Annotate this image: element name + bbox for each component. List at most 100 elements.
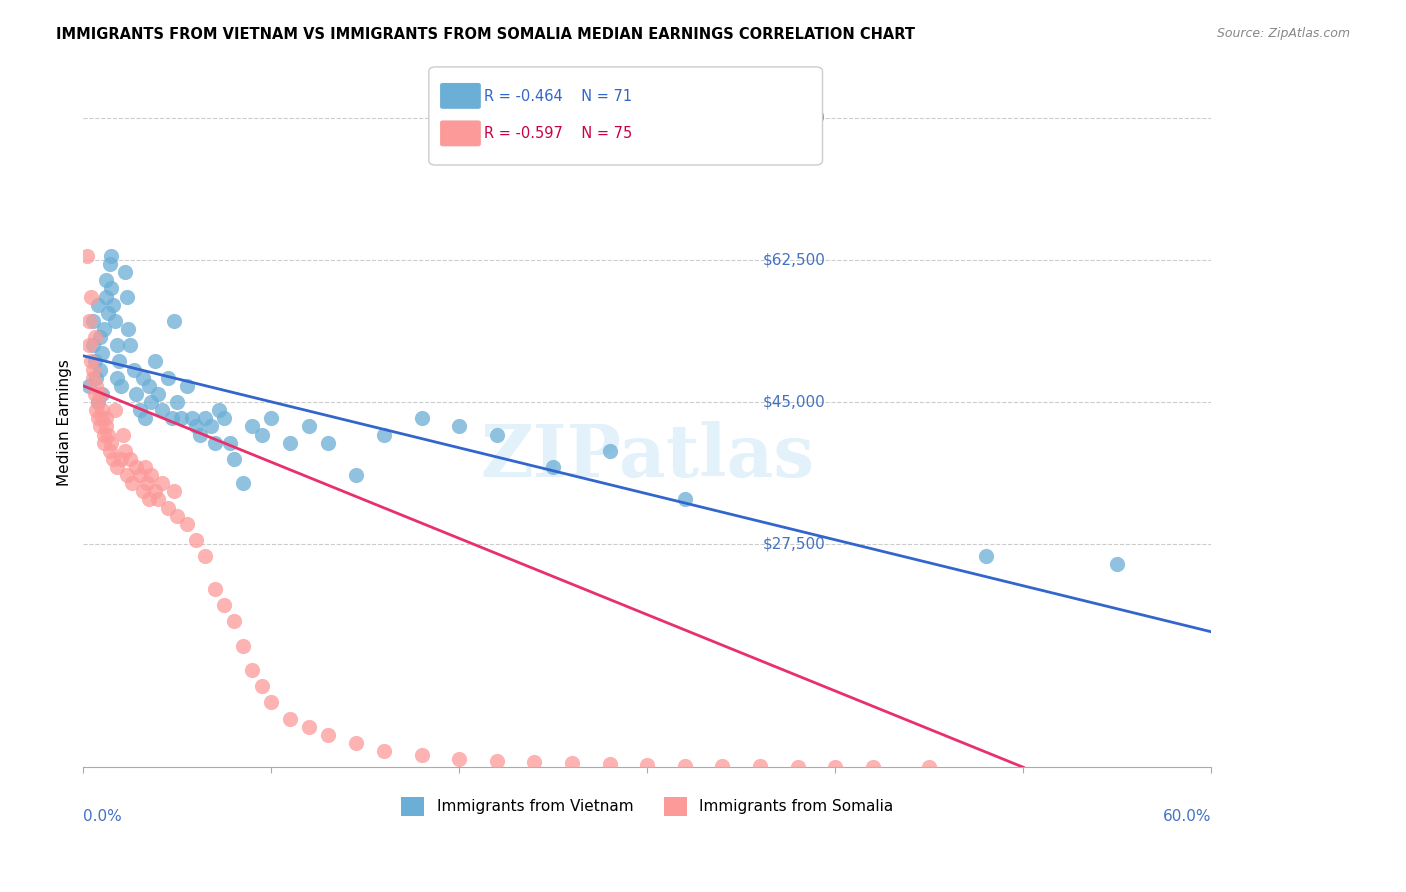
Point <box>278 435 301 450</box>
Point <box>86 403 108 417</box>
Point <box>104 314 127 328</box>
Point <box>82 362 104 376</box>
Text: R = -0.597    N = 75: R = -0.597 N = 75 <box>484 127 631 141</box>
Point <box>599 443 621 458</box>
Point <box>166 508 188 523</box>
Point <box>636 757 658 772</box>
Point <box>184 533 207 547</box>
Point <box>98 257 121 271</box>
Point <box>918 760 941 774</box>
Point <box>125 460 148 475</box>
Point <box>160 411 183 425</box>
Point <box>200 419 222 434</box>
Point <box>83 330 105 344</box>
Point <box>162 314 184 328</box>
Point <box>136 476 159 491</box>
Point <box>103 298 125 312</box>
Legend: Immigrants from Vietnam, Immigrants from Somalia: Immigrants from Vietnam, Immigrants from… <box>395 791 900 822</box>
Point <box>711 759 734 773</box>
Point <box>89 330 111 344</box>
Point <box>139 468 162 483</box>
Point <box>214 598 236 612</box>
Point <box>974 549 997 564</box>
Point <box>87 395 110 409</box>
Point <box>194 549 217 564</box>
Point <box>143 354 166 368</box>
Point <box>176 516 198 531</box>
Point <box>219 435 242 450</box>
Point <box>87 411 110 425</box>
Point <box>139 395 162 409</box>
Point <box>115 468 138 483</box>
Point <box>208 403 231 417</box>
Point <box>91 403 114 417</box>
Text: $80,000: $80,000 <box>762 111 825 126</box>
Point <box>110 451 132 466</box>
Text: 0.0%: 0.0% <box>83 809 122 823</box>
Text: R = -0.464    N = 71: R = -0.464 N = 71 <box>484 89 631 103</box>
Point <box>93 435 115 450</box>
Point <box>232 639 254 653</box>
Text: $62,500: $62,500 <box>762 252 825 268</box>
Point <box>89 419 111 434</box>
Point <box>89 387 111 401</box>
Point <box>138 379 160 393</box>
Point <box>132 370 155 384</box>
Point <box>98 443 121 458</box>
Point <box>204 435 226 450</box>
Point <box>485 427 508 442</box>
Point <box>121 476 143 491</box>
Text: 60.0%: 60.0% <box>1163 809 1212 823</box>
Point <box>122 362 145 376</box>
Point <box>110 379 132 393</box>
Point <box>373 744 395 758</box>
Point <box>86 379 108 393</box>
Point <box>181 411 204 425</box>
Point <box>786 759 808 773</box>
Point <box>673 492 696 507</box>
Point <box>115 289 138 303</box>
Point <box>117 322 139 336</box>
Point <box>523 756 546 770</box>
Point <box>128 468 150 483</box>
Point <box>242 663 264 677</box>
Point <box>278 712 301 726</box>
Point <box>77 338 100 352</box>
Point <box>194 411 217 425</box>
Point <box>543 460 565 475</box>
Point <box>114 443 136 458</box>
Text: ZIPatlas: ZIPatlas <box>481 421 814 492</box>
Point <box>298 419 321 434</box>
Point <box>114 265 136 279</box>
Point <box>673 758 696 772</box>
Point <box>128 403 150 417</box>
Point <box>449 419 471 434</box>
Point <box>170 411 193 425</box>
Point <box>599 757 621 772</box>
Point <box>80 289 103 303</box>
Point <box>97 427 120 442</box>
Point <box>77 379 100 393</box>
Point <box>250 427 273 442</box>
Text: $27,500: $27,500 <box>762 537 825 551</box>
Point <box>111 427 134 442</box>
Point <box>148 387 170 401</box>
Point <box>87 395 110 409</box>
Point <box>93 427 115 442</box>
Point <box>411 411 433 425</box>
Point <box>214 411 236 425</box>
Point <box>94 419 117 434</box>
Text: IMMIGRANTS FROM VIETNAM VS IMMIGRANTS FROM SOMALIA MEDIAN EARNINGS CORRELATION C: IMMIGRANTS FROM VIETNAM VS IMMIGRANTS FR… <box>56 27 915 42</box>
Point <box>94 411 117 425</box>
Point <box>100 281 122 295</box>
Point <box>156 500 179 515</box>
Point <box>93 322 115 336</box>
Point <box>80 354 103 368</box>
Point <box>162 484 184 499</box>
Point <box>82 370 104 384</box>
Point <box>204 582 226 596</box>
Point <box>150 476 173 491</box>
Point <box>120 338 142 352</box>
Point <box>411 748 433 763</box>
Point <box>1107 558 1129 572</box>
